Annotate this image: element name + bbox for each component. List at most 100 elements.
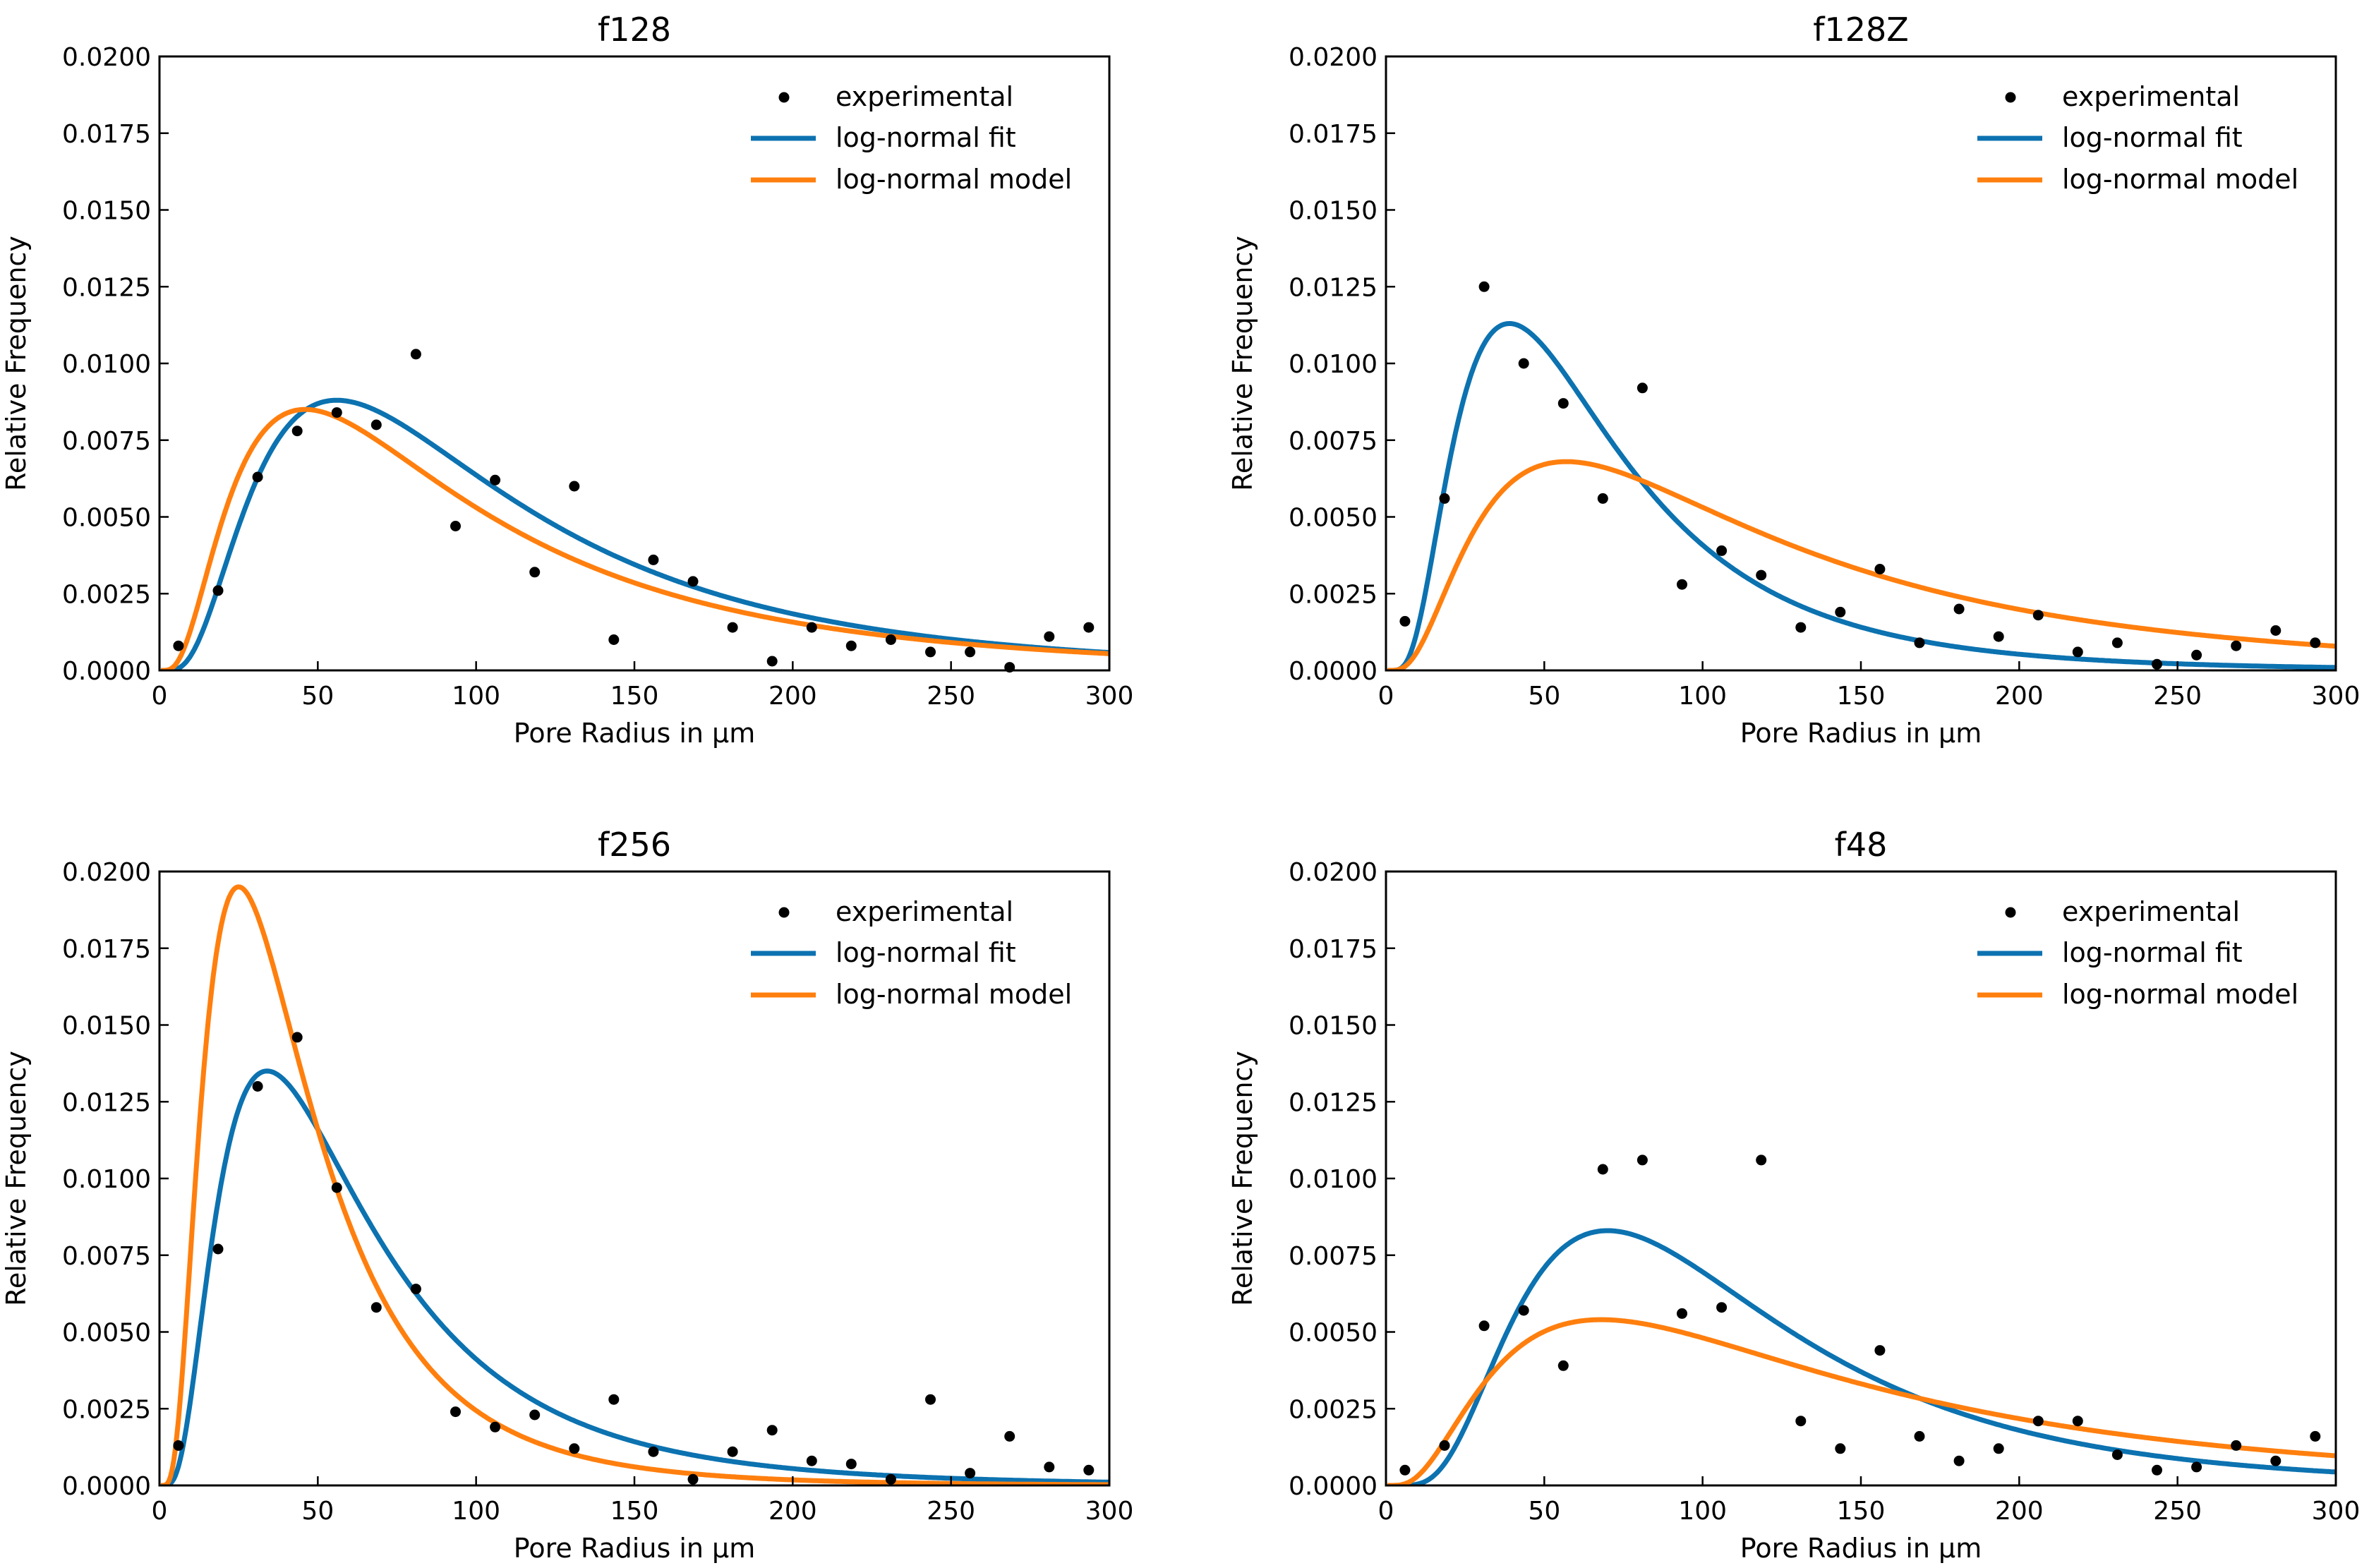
- experimental-point: [1083, 1464, 1095, 1476]
- y-tick-label: 0.0150: [1289, 197, 1378, 226]
- legend-label: log-normal model: [2062, 979, 2298, 1010]
- experimental-point: [331, 1182, 342, 1193]
- y-tick-label: 0.0075: [1289, 1242, 1378, 1271]
- x-tick-label: 200: [1995, 1497, 2044, 1526]
- experimental-point: [2270, 625, 2281, 636]
- y-tick-label: 0.0125: [1289, 1088, 1378, 1117]
- y-tick-label: 0.0075: [62, 427, 151, 456]
- legend-label: experimental: [2062, 81, 2240, 112]
- model-curve: [1387, 459, 2336, 670]
- experimental-point: [2072, 646, 2083, 658]
- x-tick-label: 300: [2312, 1497, 2361, 1526]
- experimental-point: [1478, 281, 1490, 292]
- y-tick-label: 0.0175: [62, 120, 151, 149]
- chart-panel-f128: 0 50 100 150 200 250 300 0.0000 0.0025 0.0050 0.00…: [1, 11, 1133, 749]
- experimental-point: [687, 576, 699, 587]
- legend-label: log-normal fit: [836, 937, 1016, 968]
- experimental-point: [2231, 1440, 2242, 1451]
- x-tick-label: 150: [1837, 682, 1886, 711]
- experimental-point: [1597, 1164, 1608, 1175]
- y-axis-label: Relative Frequency: [1, 1051, 32, 1306]
- model-curve: [1387, 1317, 2336, 1485]
- x-axis-label: Pore Radius in μm: [514, 1533, 755, 1564]
- experimental-point: [1557, 398, 1569, 409]
- legend-label: log-normal model: [2062, 164, 2298, 195]
- experimental-point: [2111, 1449, 2123, 1460]
- legend-label: experimental: [2062, 896, 2240, 927]
- experimental-point: [1518, 1305, 1529, 1316]
- experimental-point: [2111, 637, 2123, 649]
- experimental-point: [2310, 1430, 2321, 1442]
- experimental-point: [1756, 569, 1767, 581]
- legend-label: log-normal model: [836, 979, 1072, 1010]
- y-tick-label: 0.0125: [1289, 273, 1378, 302]
- y-tick-label: 0.0050: [62, 504, 151, 533]
- experimental-point: [2270, 1455, 2281, 1466]
- experimental-point: [1953, 1455, 1965, 1466]
- experimental-point: [450, 521, 461, 531]
- legend-label: experimental: [836, 81, 1013, 112]
- legend-label: log-normal fit: [2062, 122, 2243, 153]
- experimental-point: [1044, 631, 1055, 642]
- experimental-point: [845, 1459, 857, 1470]
- experimental-point: [925, 646, 936, 658]
- experimental-point: [2310, 637, 2321, 649]
- x-tick-label: 250: [927, 682, 975, 711]
- x-tick-label: 50: [1528, 1497, 1560, 1526]
- experimental-point: [608, 1394, 620, 1405]
- experimental-point: [1677, 1308, 1687, 1319]
- y-axis-label: Relative Frequency: [1227, 236, 1258, 491]
- experimental-point: [2152, 658, 2162, 670]
- experimental-point: [1874, 1345, 1886, 1356]
- experimental-point: [1439, 493, 1450, 504]
- x-tick-label: 0: [1378, 1497, 1394, 1526]
- experimental-point: [1597, 493, 1608, 504]
- y-tick-label: 0.0200: [1289, 858, 1378, 887]
- legend-marker-experimental: [778, 907, 790, 918]
- experimental-point: [965, 646, 976, 658]
- y-tick-label: 0.0000: [1289, 657, 1378, 686]
- experimental-point: [1993, 1443, 2004, 1454]
- experimental-point: [2032, 610, 2044, 621]
- experimental-point: [806, 622, 817, 633]
- legend-marker-experimental: [2005, 92, 2016, 103]
- experimental-point: [766, 1425, 778, 1436]
- y-tick-label: 0.0000: [62, 657, 151, 686]
- fit-curve: [1387, 321, 2336, 670]
- x-tick-label: 150: [1837, 1497, 1886, 1526]
- y-axis-label: Relative Frequency: [1227, 1051, 1258, 1306]
- experimental-point: [806, 1455, 817, 1466]
- experimental-point: [845, 640, 857, 651]
- experimental-point: [727, 622, 738, 633]
- x-tick-label: 0: [1378, 682, 1394, 711]
- y-tick-label: 0.0200: [1289, 43, 1378, 72]
- y-tick-label: 0.0050: [1289, 504, 1378, 533]
- y-tick-label: 0.0050: [1289, 1319, 1378, 1348]
- y-tick-label: 0.0025: [62, 580, 151, 609]
- x-tick-label: 200: [768, 682, 817, 711]
- experimental-point: [925, 1394, 936, 1405]
- fit-curve: [1387, 1228, 2336, 1485]
- experimental-point: [2191, 649, 2202, 661]
- experimental-point: [1795, 622, 1807, 633]
- experimental-point: [450, 1406, 461, 1418]
- experimental-point: [331, 407, 342, 418]
- experimental-point: [727, 1446, 738, 1457]
- experimental-point: [648, 554, 659, 565]
- y-tick-label: 0.0100: [62, 350, 151, 379]
- fit-curve: [160, 397, 1109, 670]
- experimental-point: [1993, 631, 2004, 642]
- experimental-point: [1953, 603, 1965, 615]
- x-tick-label: 200: [1995, 682, 2044, 711]
- experimental-point: [687, 1473, 699, 1485]
- experimental-point: [965, 1468, 976, 1479]
- experimental-point: [2191, 1461, 2202, 1473]
- legend-label: log-normal fit: [2062, 937, 2243, 968]
- experimental-point: [291, 1032, 303, 1043]
- experimental-point: [529, 1409, 541, 1421]
- experimental-point: [766, 656, 778, 667]
- experimental-point: [569, 481, 580, 492]
- legend-label: log-normal model: [836, 164, 1072, 195]
- x-tick-label: 50: [301, 682, 334, 711]
